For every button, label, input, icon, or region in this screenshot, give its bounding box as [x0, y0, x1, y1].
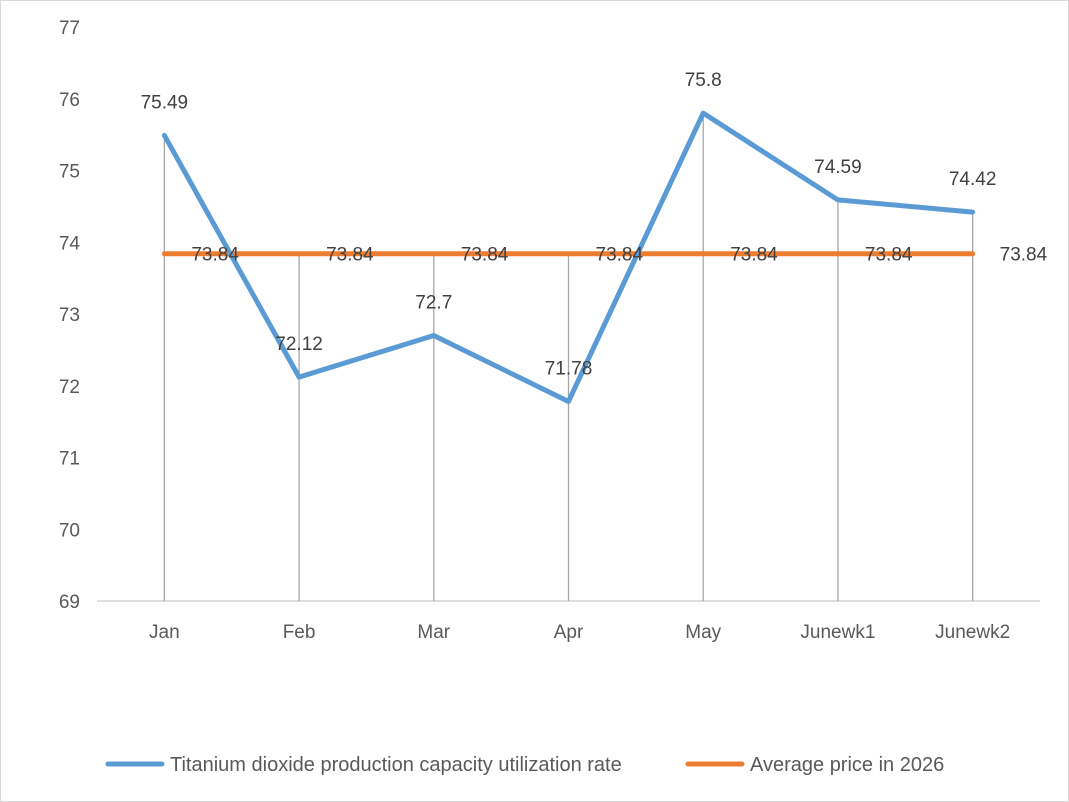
data-label-series-2: 73.84: [461, 245, 509, 266]
data-label-series-1: 74.59: [814, 157, 862, 178]
x-tick-label: Apr: [554, 622, 584, 643]
data-label-series-1: 71.78: [545, 359, 593, 380]
x-tick-label: Junewk1: [800, 622, 875, 643]
y-tick-label: 74: [59, 233, 81, 254]
data-label-series-2: 73.84: [596, 245, 644, 266]
data-label-series-1: 72.12: [275, 334, 323, 355]
data-label-series-1: 74.42: [949, 169, 997, 190]
y-tick-label: 75: [59, 162, 80, 183]
y-tick-label: 72: [59, 377, 80, 398]
data-label-series-2: 73.84: [191, 245, 239, 266]
x-tick-label: Feb: [283, 622, 316, 643]
data-label-series-2: 73.84: [730, 245, 778, 266]
legend-item-series-2: Average price in 2026: [750, 754, 944, 776]
data-label-series-1: 75.49: [141, 92, 189, 113]
data-label-series-2: 73.84: [326, 245, 374, 266]
y-tick-label: 77: [59, 18, 80, 39]
legend-item-series-1: Titanium dioxide production capacity uti…: [170, 754, 622, 776]
y-tick-label: 76: [59, 90, 80, 111]
x-tick-label: May: [685, 622, 721, 643]
x-tick-label: Junewk2: [935, 622, 1010, 643]
y-tick-label: 69: [59, 592, 80, 613]
data-label-series-1: 72.7: [415, 293, 452, 314]
y-tick-label: 70: [59, 520, 80, 541]
x-tick-label: Mar: [417, 622, 450, 643]
y-tick-label: 71: [59, 449, 80, 470]
data-label-series-1: 75.8: [685, 70, 722, 91]
series-line-1: [161, 110, 976, 405]
y-tick-label: 73: [59, 305, 80, 326]
data-label-series-2: 73.84: [865, 245, 913, 266]
x-tick-label: Jan: [149, 622, 180, 643]
data-label-series-2: 73.84: [1000, 245, 1048, 266]
